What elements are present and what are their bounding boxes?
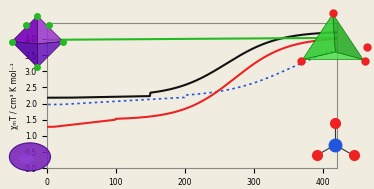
- Ellipse shape: [19, 154, 34, 163]
- Polygon shape: [37, 16, 63, 44]
- Y-axis label: χₘT / cm³ K mol⁻¹: χₘT / cm³ K mol⁻¹: [10, 62, 19, 129]
- Polygon shape: [12, 16, 37, 44]
- Ellipse shape: [9, 143, 50, 171]
- Polygon shape: [303, 14, 335, 60]
- Polygon shape: [303, 52, 363, 60]
- Polygon shape: [333, 14, 363, 60]
- Polygon shape: [37, 42, 63, 67]
- Polygon shape: [12, 42, 37, 67]
